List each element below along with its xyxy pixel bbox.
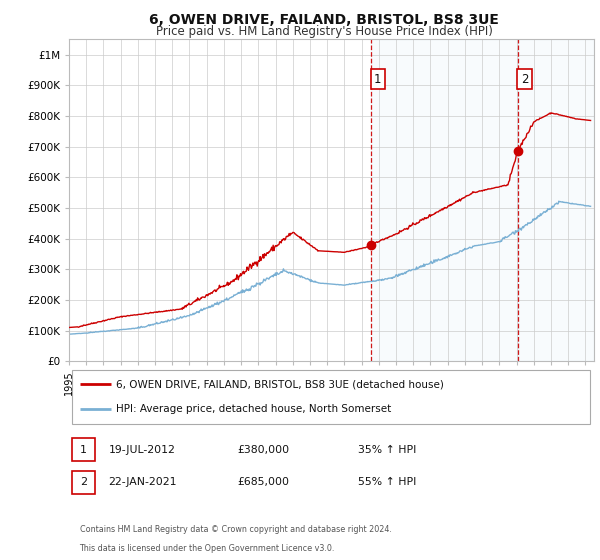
Text: 19-JUL-2012: 19-JUL-2012	[109, 445, 175, 455]
Text: 2: 2	[521, 73, 528, 86]
Text: 1: 1	[80, 445, 87, 455]
Bar	[518, 39, 594, 361]
Text: 6, OWEN DRIVE, FAILAND, BRISTOL, BS8 3UE (detached house): 6, OWEN DRIVE, FAILAND, BRISTOL, BS8 3UE…	[116, 379, 444, 389]
Text: £380,000: £380,000	[237, 445, 289, 455]
Text: Price paid vs. HM Land Registry's House Price Index (HPI): Price paid vs. HM Land Registry's House …	[155, 25, 493, 38]
Text: 55% ↑ HPI: 55% ↑ HPI	[358, 477, 416, 487]
Text: 35% ↑ HPI: 35% ↑ HPI	[358, 445, 416, 455]
FancyBboxPatch shape	[71, 370, 590, 424]
FancyBboxPatch shape	[71, 438, 95, 461]
Text: This data is licensed under the Open Government Licence v3.0.: This data is licensed under the Open Gov…	[79, 544, 335, 553]
Text: 2: 2	[80, 477, 87, 487]
Text: 22-JAN-2021: 22-JAN-2021	[109, 477, 177, 487]
Text: £685,000: £685,000	[237, 477, 289, 487]
Text: Contains HM Land Registry data © Crown copyright and database right 2024.: Contains HM Land Registry data © Crown c…	[79, 525, 391, 534]
Text: 1: 1	[374, 73, 382, 86]
FancyBboxPatch shape	[71, 471, 95, 494]
Text: 6, OWEN DRIVE, FAILAND, BRISTOL, BS8 3UE: 6, OWEN DRIVE, FAILAND, BRISTOL, BS8 3UE	[149, 13, 499, 27]
Bar	[371, 39, 518, 361]
Text: HPI: Average price, detached house, North Somerset: HPI: Average price, detached house, Nort…	[116, 404, 392, 414]
